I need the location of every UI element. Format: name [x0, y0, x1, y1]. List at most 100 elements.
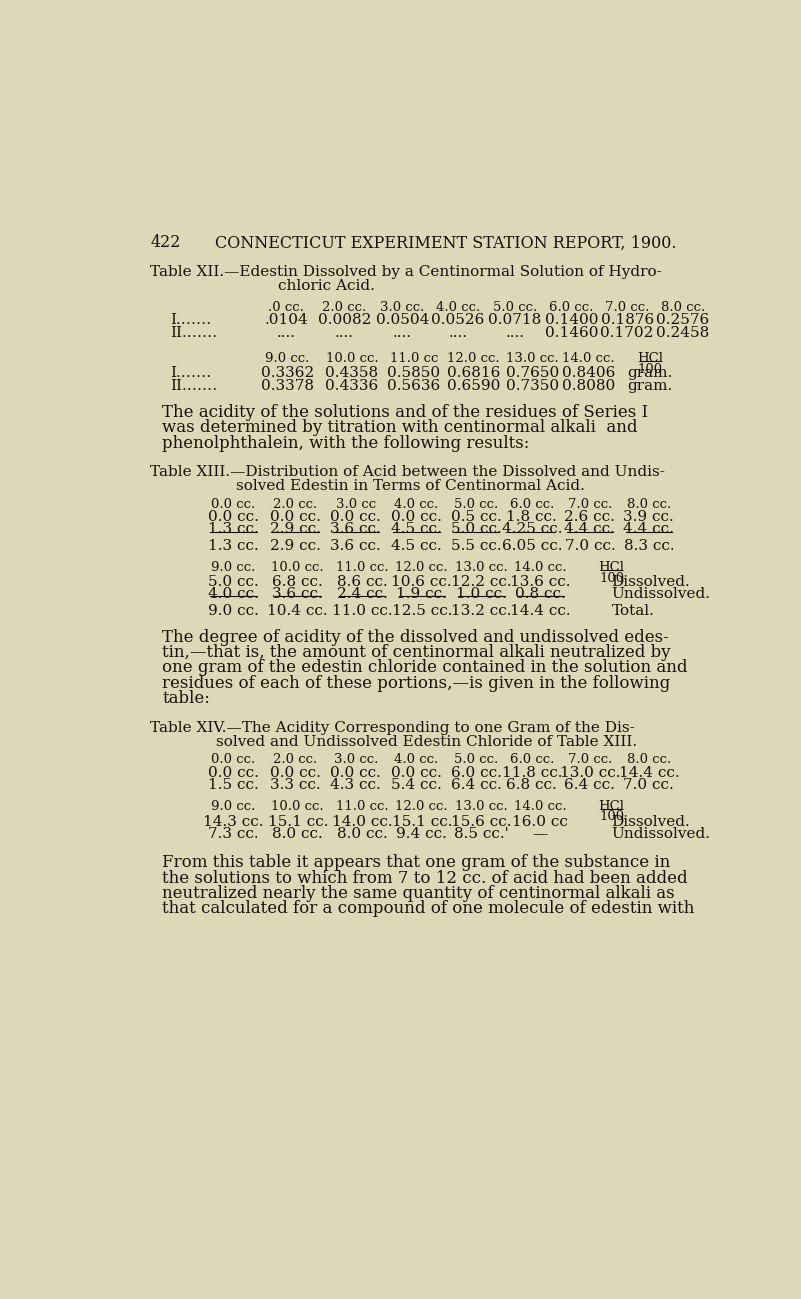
Text: 0.6590: 0.6590 — [447, 379, 501, 394]
Text: gram.: gram. — [628, 379, 673, 394]
Text: 11.0 cc.: 11.0 cc. — [332, 604, 392, 618]
Text: solved Edestin in Terms of Centinormal Acid.: solved Edestin in Terms of Centinormal A… — [235, 479, 585, 494]
Text: 0.0504: 0.0504 — [376, 313, 429, 327]
Text: chloric Acid.: chloric Acid. — [279, 279, 375, 294]
Text: 0.4358: 0.4358 — [325, 366, 379, 381]
Text: 0.4336: 0.4336 — [325, 379, 379, 394]
Text: 2.0 cc.: 2.0 cc. — [322, 300, 366, 313]
Text: 9.0 cc.: 9.0 cc. — [265, 352, 310, 365]
Text: 8.0 cc.: 8.0 cc. — [336, 827, 388, 842]
Text: 10.0 cc.: 10.0 cc. — [272, 800, 324, 813]
Text: 1.3 cc.: 1.3 cc. — [208, 539, 259, 553]
Text: residues of each of these portions,—is given in the following: residues of each of these portions,—is g… — [162, 675, 670, 692]
Text: 0.0 cc.: 0.0 cc. — [211, 753, 256, 766]
Text: 7.0 cc.: 7.0 cc. — [568, 498, 612, 511]
Text: I.……: I.…… — [170, 366, 211, 381]
Text: 4.5 cc.: 4.5 cc. — [391, 522, 441, 536]
Text: 0.0 cc.: 0.0 cc. — [211, 498, 256, 511]
Text: 0.6816: 0.6816 — [447, 366, 501, 381]
Text: 15.1 cc.: 15.1 cc. — [268, 814, 328, 829]
Text: 8.0 cc.: 8.0 cc. — [661, 300, 705, 313]
Text: Table XIII.—Distribution of Acid between the Dissolved and Undis-: Table XIII.—Distribution of Acid between… — [151, 465, 666, 479]
Text: 0.0 cc.: 0.0 cc. — [331, 765, 381, 779]
Text: I.……: I.…… — [170, 313, 211, 327]
Text: 11.0 cc.: 11.0 cc. — [336, 561, 388, 574]
Text: Undissolved.: Undissolved. — [612, 587, 710, 601]
Text: ....: .... — [505, 326, 524, 340]
Text: 0.1460: 0.1460 — [545, 326, 598, 340]
Text: 11.0 cc: 11.0 cc — [390, 352, 438, 365]
Text: 9.4 cc.: 9.4 cc. — [396, 827, 447, 842]
Text: solved and Undissolved Edestin Chloride of Table XIII.: solved and Undissolved Edestin Chloride … — [216, 735, 638, 750]
Text: 9.0 cc.: 9.0 cc. — [208, 604, 259, 618]
Text: 14.3 cc.: 14.3 cc. — [203, 814, 264, 829]
Text: 10.0 cc.: 10.0 cc. — [326, 352, 378, 365]
Text: 12.0 cc.: 12.0 cc. — [396, 800, 448, 813]
Text: 13.0 cc.: 13.0 cc. — [455, 800, 508, 813]
Text: 3.0 cc.: 3.0 cc. — [334, 753, 378, 766]
Text: 6.8 cc.: 6.8 cc. — [272, 574, 323, 588]
Text: 0.3362: 0.3362 — [261, 366, 314, 381]
Text: 5.0 cc.: 5.0 cc. — [493, 300, 537, 313]
Text: .0 cc.: .0 cc. — [268, 300, 304, 313]
Text: ....: .... — [335, 326, 354, 340]
Text: 6.8 cc.: 6.8 cc. — [506, 778, 557, 792]
Text: 1.5 cc.: 1.5 cc. — [208, 778, 259, 792]
Text: 0.7650: 0.7650 — [506, 366, 559, 381]
Text: 10.0 cc.: 10.0 cc. — [272, 561, 324, 574]
Text: 0.0718: 0.0718 — [488, 313, 541, 327]
Text: 8.0 cc.: 8.0 cc. — [626, 753, 671, 766]
Text: 2.4 cc.: 2.4 cc. — [336, 587, 388, 601]
Text: .0104: .0104 — [264, 313, 308, 327]
Text: —: — — [533, 827, 548, 842]
Text: 6.0 cc.: 6.0 cc. — [450, 765, 501, 779]
Text: 0.2458: 0.2458 — [656, 326, 710, 340]
Text: HCl: HCl — [598, 800, 625, 813]
Text: the solutions to which from 7 to 12 cc. of acid had been added: the solutions to which from 7 to 12 cc. … — [162, 869, 688, 887]
Text: 12.0 cc.: 12.0 cc. — [448, 352, 500, 365]
Text: 7.3 cc.: 7.3 cc. — [208, 827, 259, 842]
Text: 100: 100 — [599, 811, 624, 824]
Text: ....: .... — [392, 326, 412, 340]
Text: 8.5 cc.': 8.5 cc.' — [454, 827, 509, 842]
Text: ....: .... — [276, 326, 296, 340]
Text: 13.0 cc.: 13.0 cc. — [455, 561, 508, 574]
Text: 0.7350: 0.7350 — [506, 379, 559, 394]
Text: 4.4 cc.: 4.4 cc. — [565, 522, 615, 536]
Text: 7.0 cc.: 7.0 cc. — [565, 539, 615, 553]
Text: 3.6 cc.: 3.6 cc. — [272, 587, 323, 601]
Text: Dissolved.: Dissolved. — [612, 574, 690, 588]
Text: 5.0 cc.: 5.0 cc. — [454, 753, 498, 766]
Text: 0.0 cc.: 0.0 cc. — [208, 765, 259, 779]
Text: 15.1 cc.: 15.1 cc. — [392, 814, 452, 829]
Text: 6.4 cc.: 6.4 cc. — [450, 778, 501, 792]
Text: 3.0 cc: 3.0 cc — [336, 498, 376, 511]
Text: 4.5 cc.: 4.5 cc. — [391, 539, 441, 553]
Text: 0.2576: 0.2576 — [656, 313, 710, 327]
Text: 9.0 cc.: 9.0 cc. — [211, 561, 256, 574]
Text: 13.6 cc.: 13.6 cc. — [510, 574, 570, 588]
Text: 15.6 cc.: 15.6 cc. — [451, 814, 512, 829]
Text: HCl: HCl — [638, 352, 663, 365]
Text: 3.9 cc.: 3.9 cc. — [623, 511, 674, 523]
Text: II.……: II.…… — [170, 326, 217, 340]
Text: 0.0 cc.: 0.0 cc. — [208, 511, 259, 523]
Text: 6.0 cc.: 6.0 cc. — [509, 498, 554, 511]
Text: 10.6 cc.: 10.6 cc. — [392, 574, 452, 588]
Text: 2.9 cc.: 2.9 cc. — [270, 522, 321, 536]
Text: 2.6 cc.: 2.6 cc. — [565, 511, 615, 523]
Text: 14.0 cc.: 14.0 cc. — [514, 561, 566, 574]
Text: 3.0 cc.: 3.0 cc. — [380, 300, 425, 313]
Text: 8.6 cc.: 8.6 cc. — [336, 574, 388, 588]
Text: 5.0 cc.: 5.0 cc. — [451, 522, 501, 536]
Text: Table XII.—Edestin Dissolved by a Centinormal Solution of Hydro-: Table XII.—Edestin Dissolved by a Centin… — [151, 265, 662, 279]
Text: 8.3 cc.: 8.3 cc. — [623, 539, 674, 553]
Text: The degree of acidity of the dissolved and undissolved edes-: The degree of acidity of the dissolved a… — [162, 629, 669, 646]
Text: 1.3 cc.: 1.3 cc. — [208, 522, 259, 536]
Text: 6.05 cc.: 6.05 cc. — [501, 539, 562, 553]
Text: 1.8 cc.: 1.8 cc. — [506, 511, 557, 523]
Text: Dissolved.: Dissolved. — [612, 814, 690, 829]
Text: 0.3378: 0.3378 — [261, 379, 314, 394]
Text: 3.6 cc.: 3.6 cc. — [331, 522, 381, 536]
Text: 4.0 cc.: 4.0 cc. — [208, 587, 259, 601]
